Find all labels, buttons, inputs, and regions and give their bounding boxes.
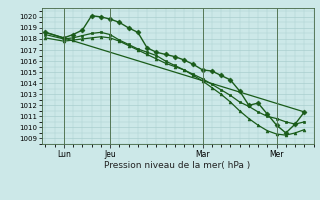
X-axis label: Pression niveau de la mer( hPa ): Pression niveau de la mer( hPa ) (104, 161, 251, 170)
